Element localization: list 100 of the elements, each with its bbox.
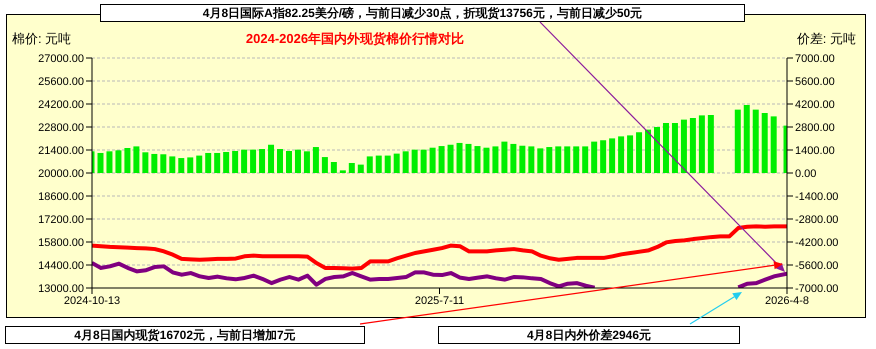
bar	[294, 150, 301, 173]
bar	[133, 146, 140, 173]
y2-axis-title: 价差: 元吨	[796, 30, 856, 48]
y2-tick-label: 2800.00	[795, 122, 835, 134]
bar	[591, 142, 598, 173]
bar	[277, 149, 284, 173]
bar	[376, 156, 382, 173]
bar	[196, 156, 202, 173]
line-series	[92, 224, 787, 271]
x-tick-label: 2026-4-8	[764, 294, 810, 307]
bar	[618, 136, 624, 173]
bar	[430, 148, 436, 173]
y2-tick-label: -1400.00	[795, 190, 838, 203]
bar	[420, 150, 427, 173]
y-tick-label: 13000.00	[38, 282, 84, 295]
bar	[519, 146, 526, 173]
bar	[322, 157, 328, 173]
y-axis-title: 棉价: 元吨	[12, 30, 72, 48]
y2-tick-label: -5600.00	[795, 260, 838, 272]
bar	[312, 147, 319, 173]
bar	[366, 156, 373, 173]
bar	[259, 149, 266, 173]
bar	[645, 130, 652, 173]
bar	[744, 104, 750, 173]
bar	[734, 110, 741, 173]
y2-tick-label: -7000.00	[795, 282, 838, 295]
bar	[456, 142, 463, 173]
bar	[528, 146, 534, 173]
bar	[97, 152, 104, 173]
y-tick-label: 27000.00	[38, 52, 84, 65]
bar	[205, 152, 212, 173]
bar	[680, 120, 687, 173]
y-tick-label: 14400.00	[38, 260, 84, 272]
bar	[268, 144, 274, 173]
text: 4月8日国际A指82.25美分/磅，与前日减少30点，折现货13756元，与前日减少50元	[100, 4, 745, 22]
bar	[770, 116, 777, 173]
bar	[124, 148, 130, 173]
bar	[142, 152, 148, 173]
bar	[448, 144, 454, 173]
bar	[304, 151, 310, 173]
bar	[573, 146, 580, 173]
y-tick-label: 20000.00	[38, 168, 84, 180]
bar	[394, 154, 400, 173]
bar	[698, 115, 705, 173]
y-tick-label: 24200.00	[38, 98, 84, 111]
text: 4月8日内外价差2946元	[438, 326, 740, 344]
bar	[330, 162, 337, 173]
bar	[752, 110, 759, 173]
bar	[340, 170, 346, 173]
bar	[358, 164, 364, 173]
bar	[223, 152, 230, 173]
bar	[187, 157, 194, 173]
bar	[627, 135, 634, 173]
bar	[402, 151, 409, 173]
bar	[564, 146, 570, 173]
bar	[537, 148, 544, 173]
bar	[474, 146, 480, 173]
bar	[232, 150, 238, 173]
bar	[250, 150, 256, 173]
bar	[672, 123, 678, 173]
bar	[510, 144, 516, 173]
bar	[690, 118, 696, 173]
bar	[546, 147, 552, 173]
bar	[438, 146, 445, 173]
bar	[214, 152, 220, 173]
bar	[160, 154, 166, 173]
bar	[492, 146, 498, 173]
y-tick-label: 25600.00	[38, 76, 84, 88]
y2-tick-label: -4200.00	[795, 236, 838, 249]
bar	[151, 154, 158, 173]
bar	[348, 162, 355, 173]
bar	[582, 146, 588, 173]
y-tick-label: 21400.00	[38, 144, 84, 157]
bar	[555, 146, 562, 173]
bar	[762, 113, 768, 173]
bar	[178, 158, 184, 173]
y-tick-label: 22800.00	[38, 122, 84, 134]
bar	[654, 127, 660, 173]
bar	[384, 156, 391, 173]
bar	[286, 150, 292, 173]
bar	[241, 150, 248, 173]
x-tick-label: 2024-10-13	[64, 294, 120, 307]
y-tick-label: 18600.00	[38, 190, 84, 203]
bar	[106, 151, 112, 173]
y2-tick-label: 1400.00	[795, 144, 835, 157]
y-tick-label: 17200.00	[38, 214, 84, 226]
x-tick-label: 2025-7-11	[414, 294, 464, 307]
chart-title: 2024-2026年国内外现货棉价行情对比	[244, 30, 466, 48]
bar	[169, 156, 176, 173]
bar	[115, 150, 122, 173]
y2-tick-label: 4200.00	[795, 98, 835, 111]
y2-tick-label: 5600.00	[795, 76, 835, 88]
bar	[483, 148, 490, 173]
y2-tick-label: 7000.00	[795, 52, 835, 65]
bar	[662, 123, 669, 173]
text: 4月8日国内现货16702元，与前日增加7元	[5, 326, 365, 344]
bar	[609, 138, 616, 173]
bar	[412, 150, 418, 173]
bar	[636, 132, 642, 173]
y-tick-label: 15800.00	[38, 236, 84, 249]
